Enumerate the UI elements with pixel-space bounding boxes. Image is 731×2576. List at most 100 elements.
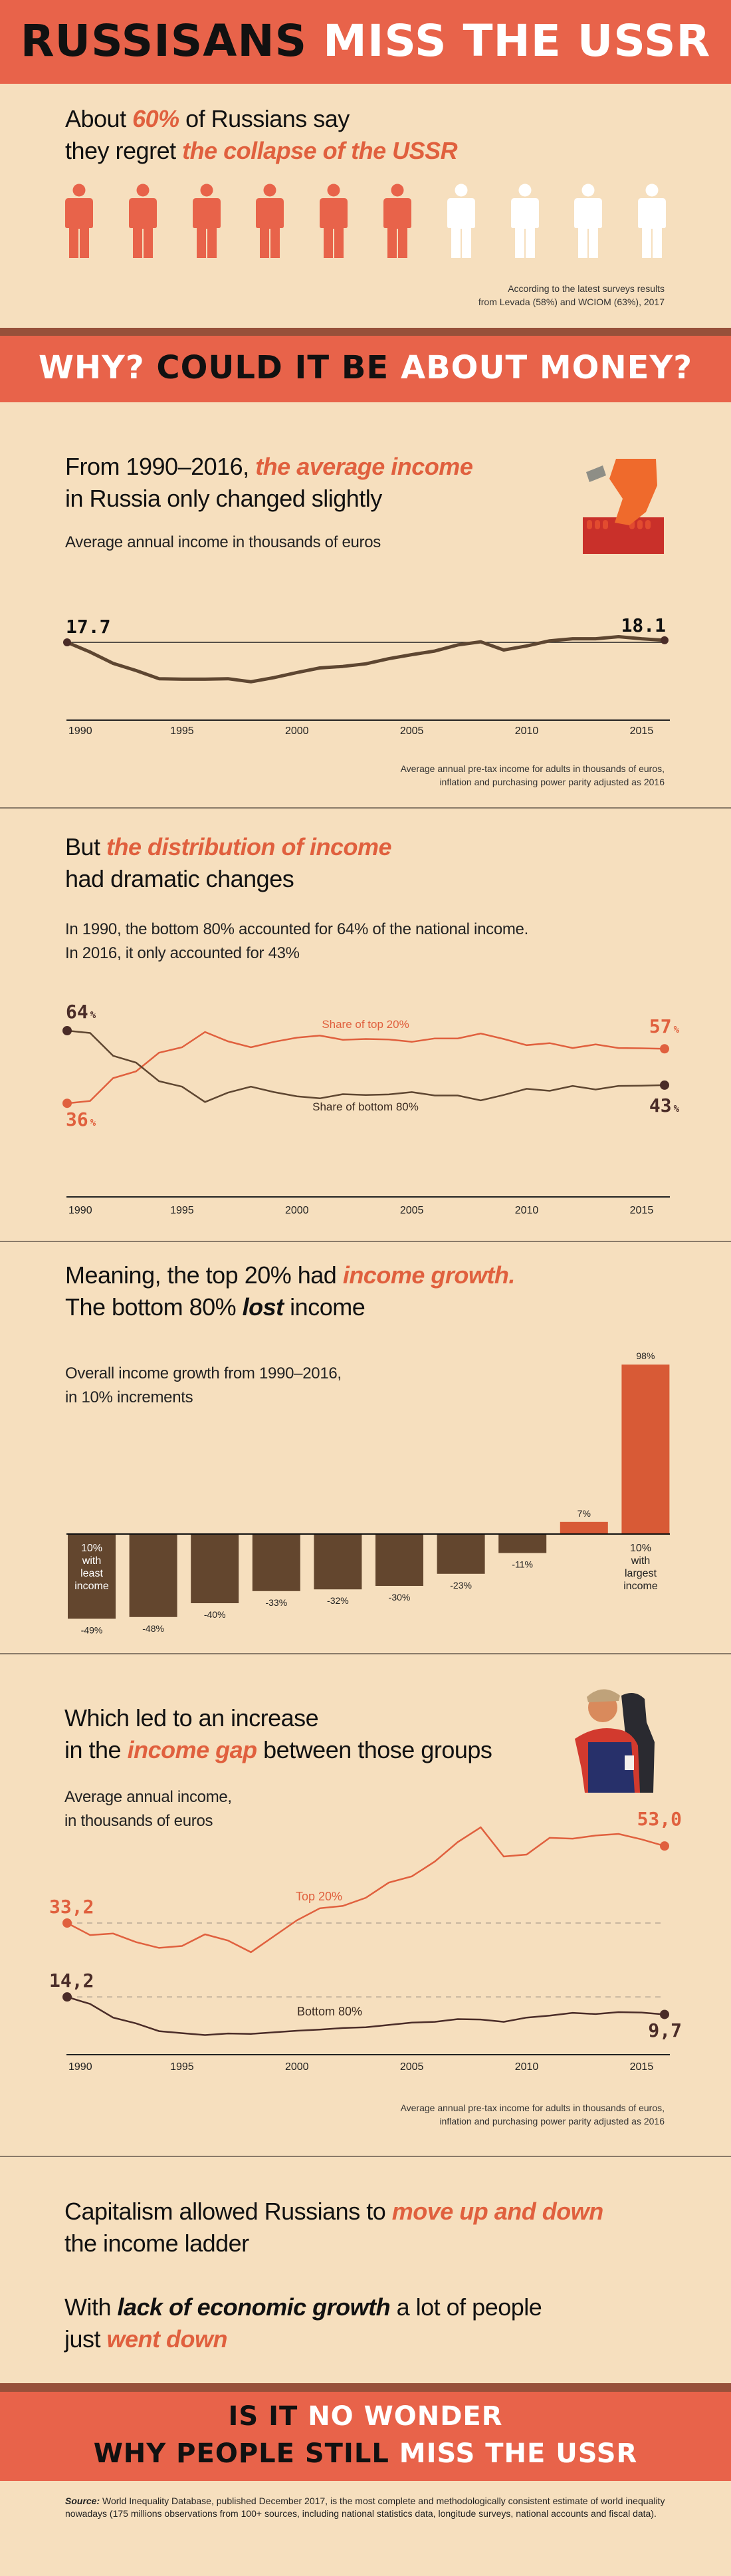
banner-shadow: [0, 328, 731, 336]
x-tick-label: 2015: [630, 1205, 654, 1216]
source-label: Source:: [65, 2496, 100, 2506]
intro-heading: About 60% of Russians say they regret th…: [65, 103, 458, 167]
intro-text: of Russians say: [179, 105, 350, 132]
bar-value-label: -40%: [204, 1609, 226, 1620]
bar-value-label: -48%: [142, 1623, 164, 1634]
person-icon-regret: [256, 184, 284, 258]
bar: [68, 1534, 116, 1619]
top-series-label: Share of top 20%: [322, 1018, 409, 1031]
bottom-end-label: 9,7: [648, 2019, 682, 2041]
person-head: [263, 184, 276, 197]
footer-dark-part: Is it: [228, 2401, 298, 2432]
growth-subtitle: Overall income growth from 1990–2016, in…: [65, 1362, 342, 1410]
source-text: World Inequality Database, published Dec…: [65, 2496, 665, 2519]
top-start-label: 36%: [66, 1108, 96, 1130]
intro-highlight-percent: 60%: [132, 105, 179, 132]
person-body: [128, 198, 157, 258]
subtitle-line: Overall income growth from 1990–2016,: [65, 1364, 342, 1382]
bottom-series-label: Bottom 80%: [297, 2005, 362, 2018]
person-body: [383, 198, 411, 258]
bar: [252, 1534, 300, 1591]
subtitle-line: In 2016, it only accounted for 43%: [65, 944, 300, 962]
conclusion-text: just: [64, 2325, 107, 2353]
bar-value-label: -30%: [389, 1592, 411, 1603]
x-tick-label: 2010: [515, 1205, 539, 1216]
heading-text: between those groups: [257, 1736, 492, 1763]
banner-part-why: Why?: [38, 349, 145, 386]
person-head: [455, 184, 468, 197]
heading-text: in the: [64, 1736, 128, 1763]
bar-value-label: 98%: [636, 1351, 655, 1361]
bar-value-label: -33%: [265, 1597, 287, 1608]
income-share-chart: 64 % 36 % 57 % 43 % Share of top 20% Share of bot…: [62, 1001, 680, 1216]
subtitle-line: in thousands of euros: [64, 1812, 213, 1830]
banner-part-money: about money?: [400, 349, 693, 386]
top-start-point: [62, 1098, 72, 1108]
average-income-chart: 17.7 18.1 1990 1995 2000 2005 2010 2015: [63, 614, 670, 737]
person-icon-regret: [320, 184, 348, 258]
percent-sign: %: [674, 1025, 680, 1035]
person-body: [638, 198, 667, 258]
section-divider: [0, 807, 731, 809]
bottom-start-point: [62, 1026, 72, 1035]
bottom-end-label: 43%: [649, 1095, 680, 1116]
survey-note-line: from Levada (58%) and WCIOM (63%), 2017: [478, 297, 665, 307]
x-tick-label: 1995: [170, 2061, 194, 2073]
x-tick-label: 2015: [630, 725, 654, 737]
conclusion-text: Capitalism allowed Russians to: [64, 2198, 392, 2225]
bar: [375, 1534, 423, 1586]
last-bar-category-label: income: [623, 1581, 658, 1592]
heading-highlight: the average income: [255, 453, 473, 480]
bottom-start-point: [62, 1992, 72, 2002]
person-icon-regret: [65, 184, 93, 258]
first-bar-category-label: with: [82, 1555, 101, 1567]
average-heading: From 1990–2016, the average income in Ru…: [65, 451, 473, 515]
start-point: [63, 638, 71, 646]
end-value-label: 18.1: [621, 614, 666, 636]
footer-light-part: no wonder: [308, 2401, 503, 2432]
gap-chart-note: Average annual pre-tax income for adults…: [401, 2101, 665, 2128]
person-body: [65, 198, 93, 258]
intro-text: About: [65, 105, 133, 132]
person-body: [256, 198, 284, 258]
heading-highlight: the distribution of income: [106, 833, 392, 860]
bar: [314, 1534, 362, 1590]
person-icon: [638, 184, 667, 258]
x-tick-label: 1990: [68, 1205, 92, 1216]
conclusion-paragraph-2: With lack of economic growth a lot of pe…: [64, 2291, 542, 2355]
conclusion-text: the income ladder: [64, 2230, 249, 2257]
conclusion-paragraph-1: Capitalism allowed Russians to move up a…: [64, 2196, 603, 2259]
distribution-heading: But the distribution of income had drama…: [65, 831, 392, 895]
bar: [191, 1534, 239, 1603]
first-bar-category-label: 10%: [81, 1543, 102, 1554]
people-pictogram: [64, 184, 667, 259]
last-bar-category-label: largest: [625, 1568, 657, 1579]
gap-subtitle: Average annual income, in thousands of e…: [64, 1785, 232, 1833]
percent-sign: %: [674, 1104, 680, 1114]
bar-value-label: -23%: [450, 1580, 472, 1591]
heading-text: But: [65, 833, 107, 860]
heading-text: in Russia only changed slightly: [65, 485, 382, 512]
x-tick-label: 1995: [170, 725, 194, 737]
question-banner: [0, 336, 731, 402]
page-title: Russisans miss the USSR: [0, 15, 731, 68]
average-income-line: [66, 635, 665, 684]
growth-heading: Meaning, the top 20% had income growth. …: [65, 1259, 515, 1323]
bar: [437, 1534, 485, 1574]
x-tick-label: 2015: [630, 2061, 654, 2073]
section-divider: [0, 1653, 731, 1654]
heading-text: income: [283, 1293, 366, 1321]
person-head: [518, 184, 532, 197]
percent-sign: %: [90, 1010, 96, 1021]
person-head: [136, 184, 150, 197]
top-start-point: [62, 1918, 72, 1928]
source-note: Source: World Inequality Database, publi…: [65, 2495, 667, 2520]
person-body: [447, 198, 475, 258]
top-series-label: Top 20%: [296, 1890, 342, 1903]
heading-highlight: income growth.: [342, 1261, 516, 1289]
distribution-subtitle: In 1990, the bottom 80% accounted for 64…: [65, 918, 528, 966]
top-start-label: 33,2: [49, 1896, 94, 1918]
person-icon: [574, 184, 603, 258]
x-tick-label: 2010: [515, 725, 539, 737]
person-head: [72, 184, 86, 197]
